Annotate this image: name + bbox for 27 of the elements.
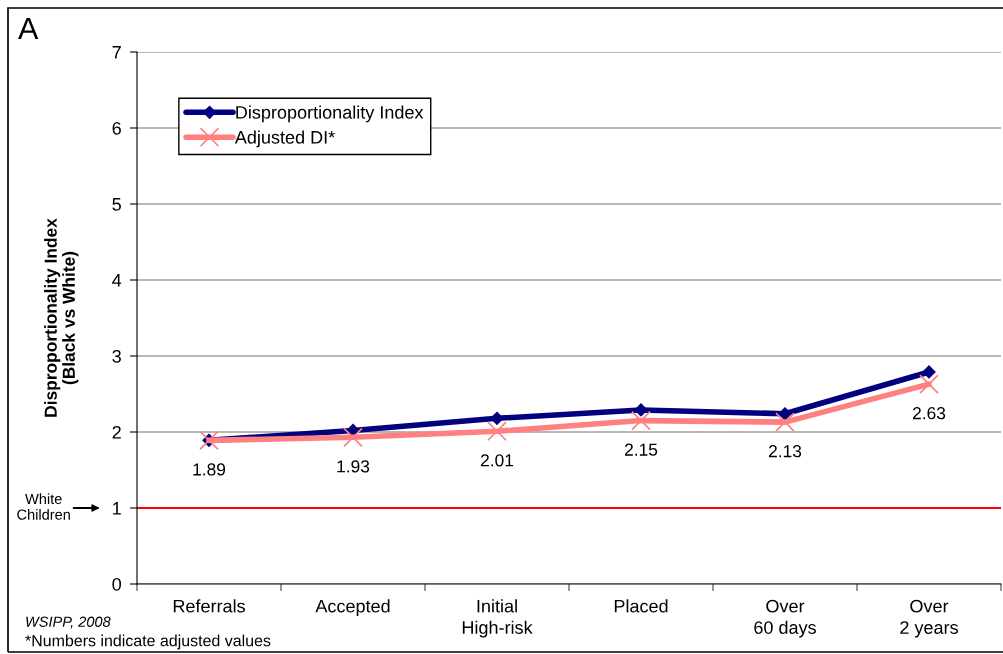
data-label: 1.89 bbox=[193, 463, 226, 476]
x-tick-label: Over 60 days bbox=[754, 599, 816, 638]
x-tick-label: Referrals bbox=[173, 599, 245, 613]
data-label: 2.15 bbox=[624, 443, 658, 456]
y-axis-title: Disproportionality Index (Black vs White) bbox=[44, 218, 79, 417]
text: *Numbers indicate adjusted values bbox=[25, 634, 271, 650]
data-label: 1.93 bbox=[337, 460, 370, 473]
data-label: 2.63 bbox=[912, 407, 946, 420]
y-tick-label: 5 bbox=[112, 198, 121, 211]
y-tick-label: 2 bbox=[112, 425, 121, 439]
y-tick-label: 1 bbox=[113, 502, 121, 515]
x-tick-label: Over 2 years bbox=[900, 599, 958, 638]
y-tick-label: 6 bbox=[112, 121, 121, 135]
text: WSIPP, 2008 bbox=[26, 616, 111, 629]
legend-label: Disproportionality Index bbox=[236, 105, 424, 123]
y-tick-label: 4 bbox=[112, 274, 122, 287]
text: White Children bbox=[17, 493, 70, 520]
data-label: 2.01 bbox=[480, 454, 514, 467]
x-tick-label: Accepted bbox=[315, 599, 390, 617]
x-tick-label: Placed bbox=[614, 599, 668, 613]
y-tick-label: 3 bbox=[112, 349, 121, 363]
y-tick-label: 0 bbox=[112, 577, 122, 591]
y-tick-label: 7 bbox=[112, 46, 121, 59]
legend-label: Adjusted DI* bbox=[234, 130, 335, 148]
data-label: 2.13 bbox=[768, 445, 802, 458]
x-tick-label: Initial High-risk bbox=[462, 599, 533, 638]
chart-title: A bbox=[18, 17, 39, 39]
